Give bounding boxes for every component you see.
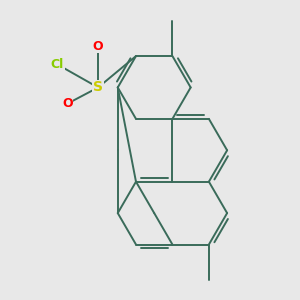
Text: Cl: Cl (51, 58, 64, 71)
Text: S: S (93, 80, 103, 94)
Text: O: O (93, 40, 104, 53)
Text: O: O (62, 97, 73, 110)
